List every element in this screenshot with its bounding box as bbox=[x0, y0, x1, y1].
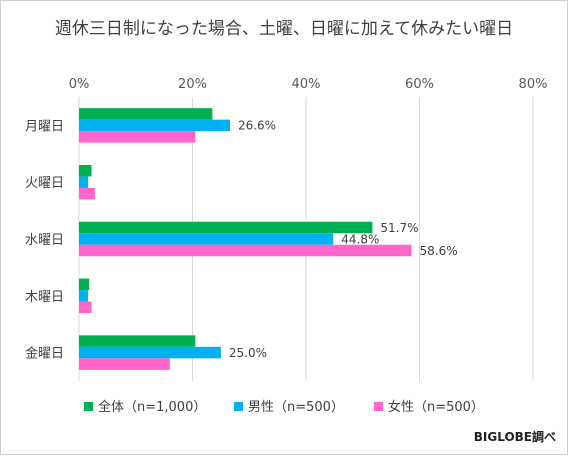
bar bbox=[79, 244, 412, 257]
category-label: 火曜日 bbox=[25, 176, 64, 191]
x-tick-label: 20% bbox=[178, 77, 207, 92]
data-label: 51.7% bbox=[380, 221, 418, 235]
bar bbox=[79, 346, 221, 359]
bar bbox=[79, 278, 90, 291]
bar bbox=[79, 108, 213, 120]
legend-label: 全体（n=1,000） bbox=[98, 399, 206, 415]
category-label: 木曜日 bbox=[25, 290, 64, 305]
legend-swatch bbox=[84, 402, 93, 411]
bar bbox=[79, 131, 196, 143]
category-label: 水曜日 bbox=[25, 233, 64, 248]
bar bbox=[79, 187, 95, 200]
bar bbox=[79, 335, 196, 347]
x-tick-label: 0% bbox=[69, 77, 90, 92]
bar bbox=[79, 358, 170, 370]
category-label: 月曜日 bbox=[25, 119, 64, 134]
bar bbox=[79, 233, 334, 245]
legend-swatch bbox=[234, 402, 243, 411]
data-label: 44.8% bbox=[341, 232, 379, 246]
x-tick-label: 80% bbox=[519, 77, 548, 92]
x-tick-label: 60% bbox=[405, 77, 434, 92]
bar bbox=[79, 164, 92, 177]
bar bbox=[79, 221, 373, 234]
bar bbox=[79, 119, 230, 132]
data-label: 25.0% bbox=[229, 346, 267, 360]
category-label: 金曜日 bbox=[25, 346, 64, 362]
bar bbox=[79, 290, 89, 302]
bar bbox=[79, 176, 89, 188]
data-label: 58.6% bbox=[420, 244, 458, 258]
legend-swatch bbox=[374, 402, 383, 411]
legend-label: 男性（n=500） bbox=[248, 400, 344, 415]
legend-label: 女性（n=500） bbox=[388, 399, 484, 415]
data-label: 26.6% bbox=[238, 119, 276, 133]
bar bbox=[79, 301, 92, 314]
chart-title: 週休三日制になった場合、土曜、日曜に加えて休みたい曜日 bbox=[55, 19, 513, 39]
source-credit: BIGLOBE調べ bbox=[474, 429, 556, 444]
x-tick-label: 40% bbox=[292, 77, 321, 92]
